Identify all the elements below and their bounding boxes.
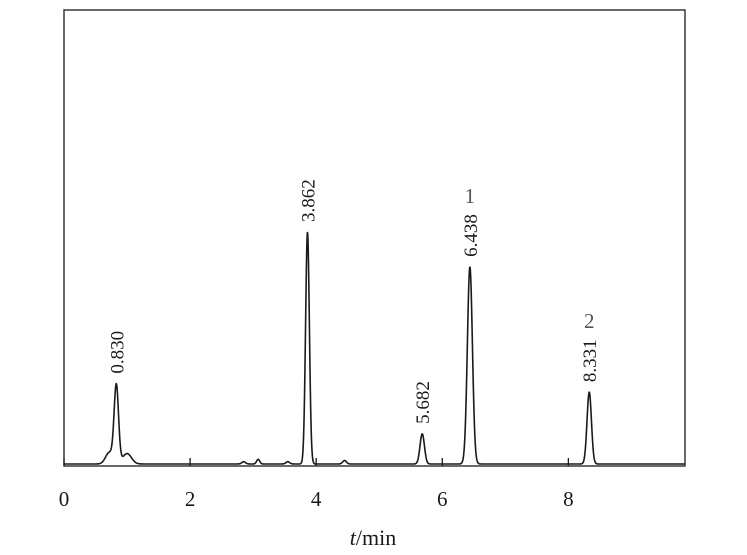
x-tick-label-4: 4 (311, 487, 322, 511)
peak-label-6.438: 6.438 (461, 214, 482, 257)
x-tick-label-2: 2 (185, 487, 196, 511)
x-tick-label-0: 0 (59, 487, 70, 511)
chromatogram-trace (63, 231, 686, 465)
peak-label-3.862: 3.862 (298, 179, 319, 222)
peak-id-1: 1 (465, 184, 476, 208)
plot-frame (63, 9, 686, 467)
x-tick-label-6: 6 (437, 487, 448, 511)
x-axis-title: t/min (350, 525, 396, 550)
peak-id-2: 2 (584, 309, 595, 333)
peak-label-8.331: 8.331 (580, 339, 601, 382)
x-axis-title-unit: /min (356, 525, 396, 550)
peak-labels: 0.830 3.862 5.682 6.438 1 8.331 2 (107, 179, 601, 424)
peak-label-5.682: 5.682 (413, 381, 434, 424)
x-axis-title-italic: t (350, 525, 357, 550)
x-tick-label-8: 8 (563, 487, 574, 511)
peak-label-0.830: 0.830 (107, 331, 128, 374)
